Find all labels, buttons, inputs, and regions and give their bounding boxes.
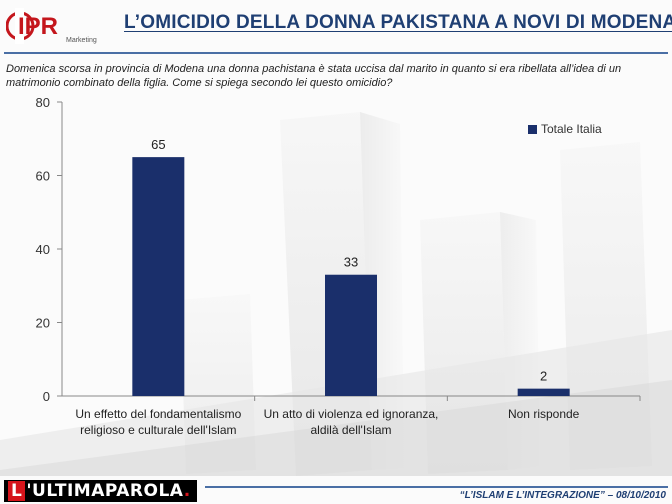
survey-question: Domenica scorsa in provincia di Modena u… <box>6 63 622 89</box>
header-divider <box>4 52 668 54</box>
x-tick-label: aldilà dell'Islam <box>311 423 392 437</box>
y-tick-label: 0 <box>43 389 50 404</box>
brand-logo-first: L <box>8 481 26 501</box>
brand-logo-dot: . <box>183 481 191 501</box>
bar <box>132 157 185 396</box>
page-title: L’OMICIDIO DELLA DONNA PAKISTANA A NOVI … <box>124 12 672 33</box>
x-tick-label: religioso e culturale dell'Islam <box>80 423 236 437</box>
logo-text: IPR <box>18 13 58 40</box>
x-tick-label: Un atto di violenza ed ignoranza, <box>264 407 439 421</box>
x-tick-label: Non risponde <box>508 407 580 421</box>
y-tick-label: 40 <box>36 242 50 257</box>
brand-logo: L 'ULTIMAPAROLA. <box>4 480 197 502</box>
y-tick-label: 60 <box>36 169 50 184</box>
data-label: 2 <box>540 369 547 384</box>
footer-caption: “L’ISLAM E L’INTEGRAZIONE” – 08/10/2010 <box>459 490 666 501</box>
bar <box>517 388 570 396</box>
y-tick-label: 80 <box>36 95 50 110</box>
bar-chart: 0 20 40 60 80 Un effetto del fondamentalismo… <box>36 95 641 437</box>
logo-subtext: Marketing <box>66 37 97 44</box>
legend-label: Totale Italia <box>541 122 602 136</box>
chart-legend: Totale Italia <box>528 122 602 136</box>
data-label: 33 <box>344 255 358 270</box>
ipr-logo: IPR Marketing <box>6 8 97 44</box>
y-tick-label: 20 <box>36 316 50 331</box>
legend-swatch <box>528 124 537 134</box>
bar <box>325 274 377 396</box>
data-label: 65 <box>151 137 165 152</box>
brand-logo-rest: 'ULTIMAPAROLA <box>26 481 184 501</box>
x-tick-label: Un effetto del fondamentalismo <box>75 407 241 421</box>
footer-divider <box>205 486 668 488</box>
